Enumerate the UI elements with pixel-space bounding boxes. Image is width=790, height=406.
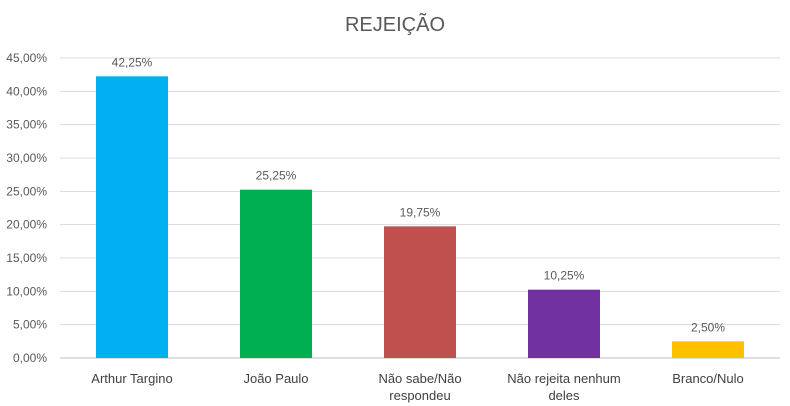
y-tick-label: 35,00% xyxy=(6,118,47,132)
category-label: respondeu xyxy=(389,388,450,403)
bar xyxy=(240,189,312,358)
y-tick-label: 45,00% xyxy=(6,51,47,65)
data-label: 25,25% xyxy=(256,169,297,183)
bar xyxy=(672,341,744,358)
bar xyxy=(528,289,600,358)
bar xyxy=(384,226,456,358)
bar xyxy=(96,76,168,358)
y-tick-label: 0,00% xyxy=(13,351,47,365)
y-tick-label: 25,00% xyxy=(6,184,47,198)
y-tick-label: 10,00% xyxy=(6,284,47,298)
category-label: deles xyxy=(548,388,580,403)
y-axis-tick-labels: 0,00% 5,00% 10,00% 15,00% 20,00% 25,00% 30,00%… xyxy=(6,51,47,365)
data-labels: 42,25% 25,25% 19,75% 10,25% 2,50% xyxy=(112,55,726,334)
data-label: 19,75% xyxy=(400,205,441,219)
category-label: Branco/Nulo xyxy=(672,371,744,386)
category-label: Não sabe/Não xyxy=(378,371,461,386)
category-label: Arthur Targino xyxy=(91,371,172,386)
data-label: 10,25% xyxy=(544,269,585,283)
data-label: 42,25% xyxy=(112,55,153,69)
y-tick-label: 40,00% xyxy=(6,84,47,98)
chart-title: REJEIÇÃO xyxy=(345,12,445,36)
category-labels: Arthur Targino João Paulo Não sabe/Não resp… xyxy=(91,371,743,403)
category-label: João Paulo xyxy=(243,371,308,386)
y-tick-label: 30,00% xyxy=(6,151,47,165)
category-label: Não rejeita nenhum xyxy=(507,371,620,386)
y-tick-label: 5,00% xyxy=(13,318,47,332)
gridlines xyxy=(60,57,780,359)
y-tick-label: 15,00% xyxy=(6,251,47,265)
data-label: 2,50% xyxy=(691,320,725,334)
bars xyxy=(96,76,744,358)
y-tick-label: 20,00% xyxy=(6,218,47,232)
